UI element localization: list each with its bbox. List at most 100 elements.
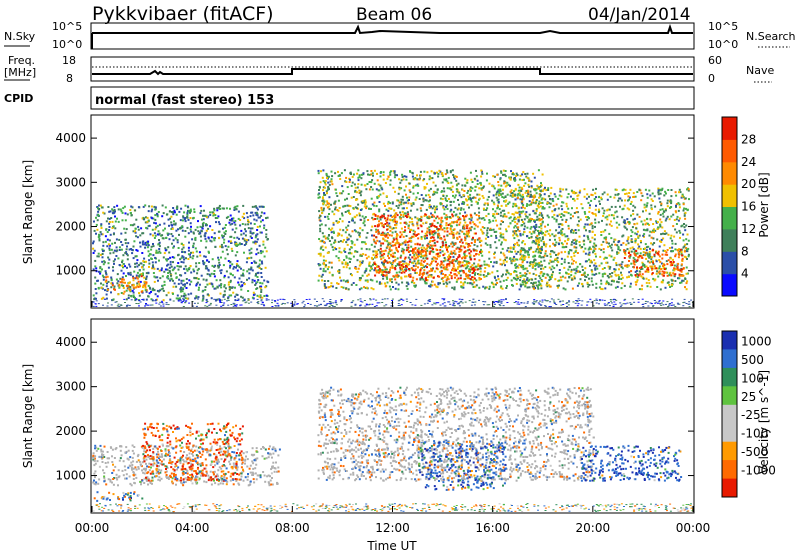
power-cell	[405, 264, 407, 267]
power-cell	[107, 243, 110, 246]
power-cell	[372, 218, 375, 221]
power-cell	[594, 225, 596, 228]
power-cell	[127, 273, 130, 276]
power-cell	[520, 212, 523, 215]
power-cell	[477, 207, 480, 210]
power-cell	[168, 266, 171, 269]
power-cell	[322, 207, 325, 210]
power-cell	[376, 229, 379, 232]
power-cell	[584, 279, 586, 282]
power-cell	[157, 290, 160, 293]
power-cell	[101, 248, 104, 251]
power-cell	[99, 253, 102, 256]
power-cell	[204, 235, 207, 238]
power-cell	[184, 265, 187, 268]
power-cell	[616, 252, 619, 255]
power-cell	[386, 277, 389, 280]
power-cell	[560, 242, 563, 245]
power-cell	[133, 240, 136, 243]
power-cell	[190, 251, 192, 254]
power-cell	[514, 193, 517, 196]
power-cell	[678, 206, 681, 209]
power-cell	[375, 252, 378, 255]
power-cell	[441, 198, 444, 201]
power-cell	[480, 244, 483, 247]
power-cell	[101, 253, 104, 255]
power-cell	[324, 224, 327, 227]
power-cell	[224, 245, 227, 248]
power-cell	[436, 215, 439, 218]
power-cell	[257, 271, 260, 274]
power-cell	[317, 169, 320, 172]
power-cell	[189, 217, 192, 219]
power-cell	[397, 250, 399, 253]
power-cell	[260, 285, 263, 288]
power-cell	[374, 218, 377, 220]
power-cell	[163, 270, 166, 273]
power-cell	[519, 276, 522, 279]
power-cell	[363, 217, 366, 220]
power-cell	[660, 204, 663, 207]
power-cell	[456, 267, 459, 270]
power-cell	[145, 216, 147, 219]
power-cell	[154, 208, 157, 211]
power-cell	[651, 229, 654, 232]
power-cell	[153, 221, 156, 224]
power-cell	[104, 235, 107, 238]
power-cell	[396, 239, 399, 242]
power-cell	[409, 216, 412, 219]
power-cell	[391, 201, 394, 204]
power-cell	[368, 248, 371, 251]
power-cell	[411, 256, 414, 259]
power-cell	[96, 228, 99, 231]
power-cell	[536, 215, 539, 218]
power-cell	[395, 226, 398, 229]
power-cell	[439, 225, 442, 227]
power-cell	[478, 193, 481, 196]
power-cell	[537, 239, 540, 242]
power-cell	[318, 192, 321, 195]
power-cell	[671, 279, 674, 282]
power-cell	[346, 204, 349, 207]
power-cell	[473, 277, 476, 280]
power-cell	[531, 278, 534, 281]
power-cell	[682, 209, 685, 212]
power-cell	[564, 250, 567, 253]
power-cell	[416, 233, 419, 236]
power-cell	[174, 222, 177, 225]
power-cell	[256, 287, 259, 290]
power-cell	[451, 262, 454, 264]
power-cell	[598, 247, 601, 250]
power-cell	[173, 266, 176, 269]
power-cell	[344, 261, 347, 264]
power-cell	[254, 236, 257, 239]
power-cell	[469, 188, 471, 191]
power-cell	[489, 244, 492, 247]
power-cell	[244, 228, 246, 231]
power-cell	[238, 277, 241, 280]
power-cell	[570, 228, 573, 231]
power-cell	[515, 252, 518, 255]
power-cell	[390, 244, 393, 247]
power-cell	[483, 260, 486, 263]
power-cell	[358, 174, 361, 177]
power-cell	[176, 294, 179, 297]
power-cell	[529, 261, 532, 264]
power-cell	[682, 203, 685, 206]
power-cell	[378, 201, 381, 203]
power-cell	[535, 192, 538, 195]
power-cell	[473, 227, 476, 230]
power-cell	[94, 282, 97, 285]
power-cell	[605, 282, 608, 285]
power-cell	[433, 219, 436, 222]
power-cell	[528, 185, 531, 188]
power-cell	[454, 252, 457, 255]
power-cell	[148, 262, 151, 265]
power-cell	[134, 227, 137, 230]
power-cell	[674, 228, 677, 231]
power-cell	[519, 251, 522, 254]
power-cell	[397, 263, 399, 266]
power-cell	[189, 265, 192, 267]
power-cell	[145, 241, 148, 244]
power-cell	[250, 247, 253, 250]
